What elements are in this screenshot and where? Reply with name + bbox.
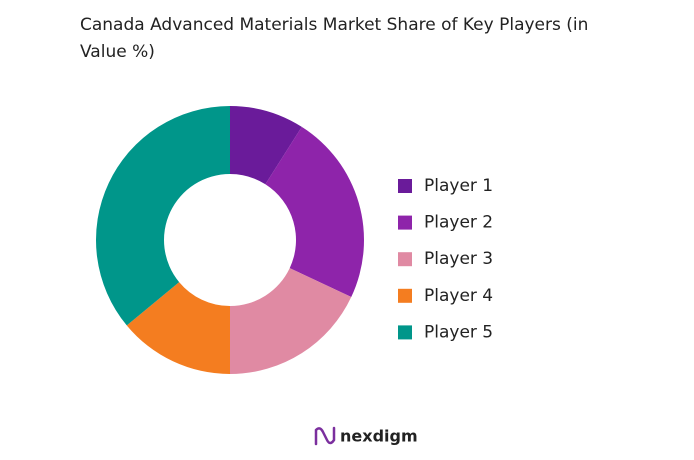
- legend-label: Player 3: [424, 249, 493, 269]
- legend-label: Player 1: [424, 176, 493, 196]
- legend-label: Player 5: [424, 322, 493, 342]
- legend-swatch: [398, 252, 412, 267]
- legend-label: Player 2: [424, 213, 493, 233]
- donut-slice: [96, 106, 230, 326]
- chart-title: Canada Advanced Materials Market Share o…: [80, 15, 589, 62]
- legend-swatch: [398, 179, 412, 193]
- legend-swatch: [398, 288, 412, 303]
- donut-slice: [230, 106, 302, 185]
- donut-slice: [230, 268, 352, 374]
- legend-swatch: [398, 215, 412, 230]
- logo-text: nexdigm: [340, 427, 418, 446]
- legend-swatch: [398, 325, 412, 340]
- donut-slice: [265, 126, 364, 298]
- legend-label: Player 4: [424, 286, 493, 306]
- logo-icon: [314, 426, 336, 446]
- donut-slice: [126, 282, 230, 374]
- logo: nexdigm: [314, 426, 418, 446]
